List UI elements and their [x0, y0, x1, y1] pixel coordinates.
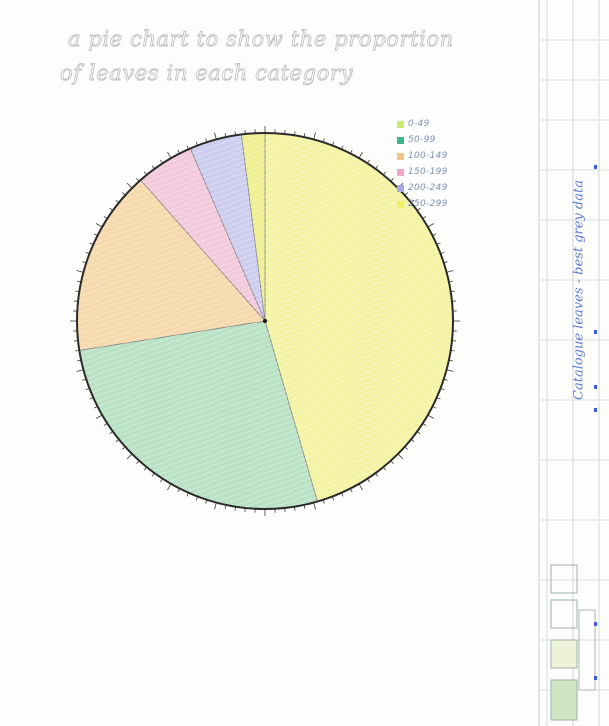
- side-note: Catalogue leaves - best grey data: [568, 120, 590, 460]
- protractor-tick: [95, 414, 103, 419]
- heading-line-1: a pie chart to show the proportion: [68, 27, 454, 51]
- legend-swatch: [397, 136, 404, 144]
- protractor-tick: [313, 502, 316, 510]
- protractor-tick: [427, 223, 435, 228]
- protractor-tick: [358, 151, 363, 159]
- legend-label: 50-99: [408, 135, 436, 145]
- pie-outline: [76, 132, 454, 510]
- protractor-tick: [167, 151, 172, 159]
- protractor-tick: [427, 414, 435, 419]
- pie-slice-texture: [140, 148, 265, 321]
- protractor-tick: [76, 369, 84, 372]
- legend-item: 150-199: [397, 164, 527, 180]
- legend-label: 100-149: [408, 151, 448, 161]
- protractor-tick: [167, 483, 172, 491]
- legend-item: 100-149: [397, 148, 527, 164]
- protractor-tick: [126, 453, 133, 460]
- legend-item: 0-49: [397, 116, 527, 132]
- protractor-tick: [397, 453, 404, 460]
- pie-slice-texture: [79, 321, 318, 510]
- pie-slice-texture: [265, 132, 454, 502]
- heading-handwriting: a pie chart to show the proportion of le…: [60, 27, 454, 86]
- legend-swatch: [397, 120, 404, 128]
- protractor-tick: [446, 270, 454, 273]
- protractor-tick: [446, 369, 454, 372]
- protractor-tick: [358, 483, 363, 491]
- legend-label: 200-249: [408, 183, 448, 193]
- legend-item: 250-299: [397, 196, 527, 212]
- legend-label: 0-49: [408, 119, 430, 129]
- right-margin-grid: [538, 0, 609, 726]
- pie-slice-texture: [76, 179, 265, 351]
- side-note-text: Catalogue leaves - best grey data: [571, 180, 587, 400]
- protractor-tick: [214, 132, 217, 140]
- legend-swatch: [397, 200, 404, 208]
- protractor-tick: [313, 132, 316, 140]
- chart-legend: 0-49 50-99 100-149 150-199 200-249 250-299: [397, 116, 527, 212]
- legend-label: 250-299: [408, 199, 448, 209]
- pie-slice-texture: [241, 133, 265, 321]
- legend-swatch: [397, 152, 404, 160]
- legend-item: 200-249: [397, 180, 527, 196]
- pie-center-dot: [262, 318, 268, 324]
- protractor-tick: [95, 223, 103, 228]
- pie-slice-texture: [190, 134, 265, 321]
- legend-swatch: [397, 168, 404, 176]
- protractor-tick: [126, 182, 133, 189]
- legend-swatch: [397, 184, 404, 192]
- protractor-tick: [214, 502, 217, 510]
- protractor-tick: [76, 270, 84, 273]
- legend-label: 150-199: [408, 167, 448, 177]
- legend-item: 50-99: [397, 132, 527, 148]
- heading-line-2: of leaves in each category: [60, 61, 354, 85]
